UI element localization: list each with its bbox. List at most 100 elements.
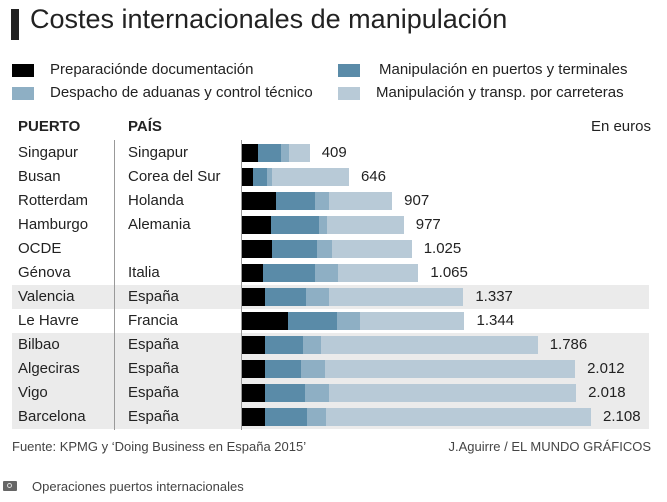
country-label: Singapur [128,144,189,161]
legend-label-2: Despacho de aduanas y control técnico [50,84,313,101]
total-value-label: 1.344 [476,312,515,329]
bar-segment-0 [242,240,272,258]
bar-segment-1 [263,264,315,282]
country-label: Francia [128,312,179,329]
port-label: Vigo [18,384,48,401]
bar-segment-3 [360,312,465,330]
bar-segment-3 [271,168,349,186]
total-value-label: 1.025 [423,240,462,257]
port-label: Génova [18,264,71,281]
legend-label-3: Manipulación y transp. por carreteras [376,84,624,101]
bar-segment-2 [315,264,338,282]
bar-segment-1 [265,384,306,402]
bar-segment-1 [288,312,338,330]
bar-segment-3 [320,336,538,354]
legend-swatch-3 [338,87,360,100]
image-caption: Operaciones puertos internacionales [32,479,244,494]
bar-segment-2 [316,240,333,258]
total-value-label: 1.337 [475,288,513,305]
bar-segment-2 [305,384,330,402]
bar-segment-3 [338,264,419,282]
total-value-label: 2.108 [603,408,641,425]
bar-segment-0 [242,312,289,330]
legend-swatch-0 [12,64,34,77]
bar-segment-1 [265,288,307,306]
bar-segment-3 [326,216,404,234]
bar-segment-0 [242,144,259,162]
country-label: Italia [128,264,160,281]
port-label: Bilbao [18,336,60,353]
port-label: Rotterdam [18,192,89,209]
bar-segment-0 [242,264,264,282]
bar-segment-0 [242,168,253,186]
country-label: España [128,336,179,353]
country-label: Corea del Sur [128,168,221,185]
port-label: Busan [18,168,61,185]
bar-segment-1 [270,216,319,234]
bar-segment-2 [307,408,327,426]
column-divider [114,140,115,430]
country-label: España [128,408,179,425]
title-accent-bar [11,9,19,40]
port-label: Algeciras [18,360,80,377]
column-header-port: PUERTO [18,118,81,135]
bar-segment-0 [242,216,271,234]
bar-segment-2 [266,168,272,186]
bar-segment-0 [242,408,265,426]
bar-segment-1 [265,336,303,354]
bar-segment-1 [275,192,315,210]
bar-segment-2 [300,360,325,378]
legend-swatch-2 [12,87,34,100]
port-label: Hamburgo [18,216,89,233]
bar-segment-2 [302,336,321,354]
port-label: Le Havre [18,312,79,329]
bar-segment-3 [326,408,591,426]
total-value-label: 2.018 [588,384,626,401]
bar-segment-2 [281,144,289,162]
total-value-label: 646 [360,168,386,185]
port-label: Singapur [18,144,79,161]
chart-title: Costes internacionales de manipulación [30,4,508,34]
total-value-label: 409 [321,144,347,161]
legend-swatch-1 [338,64,360,77]
bar-segment-3 [332,240,412,258]
total-value-label: 977 [415,216,441,233]
total-value-label: 1.065 [430,264,468,281]
bar-segment-1 [265,408,308,426]
bar-segment-0 [242,288,265,306]
total-value-label: 2.012 [587,360,625,377]
bar-segment-2 [337,312,361,330]
bar-segment-2 [318,216,327,234]
bar-segment-3 [289,144,310,162]
camera-icon [3,481,17,491]
bar-segment-0 [242,360,265,378]
country-label: España [128,360,179,377]
country-label: España [128,288,179,305]
bar-segment-3 [329,384,577,402]
bar-segment-1 [252,168,267,186]
bar-segment-3 [329,288,464,306]
credit-note: J.Aguirre / EL MUNDO GRÁFICOS [448,439,652,454]
bar-segment-0 [242,336,265,354]
column-header-country: PAÍS [128,118,162,135]
country-label: España [128,384,179,401]
total-value-label: 907 [404,192,430,209]
bar-segment-2 [306,288,330,306]
bar-segment-2 [315,192,330,210]
bar-segment-0 [242,384,265,402]
port-label: Valencia [18,288,75,305]
bar-segment-1 [271,240,317,258]
port-label: OCDE [18,240,62,257]
port-label: Barcelona [18,408,86,425]
country-label: Alemania [128,216,191,233]
bar-segment-0 [242,192,276,210]
unit-label: En euros [590,118,651,135]
bar-segment-3 [324,360,576,378]
bar-segment-1 [258,144,282,162]
total-value-label: 1.786 [549,336,588,353]
source-note: Fuente: KPMG y ‘Doing Business en España… [12,439,307,454]
legend-label-0: Preparaciónde documentación [50,61,254,78]
bar-segment-1 [265,360,301,378]
bar-axis-line [241,140,242,430]
bar-segment-3 [329,192,393,210]
